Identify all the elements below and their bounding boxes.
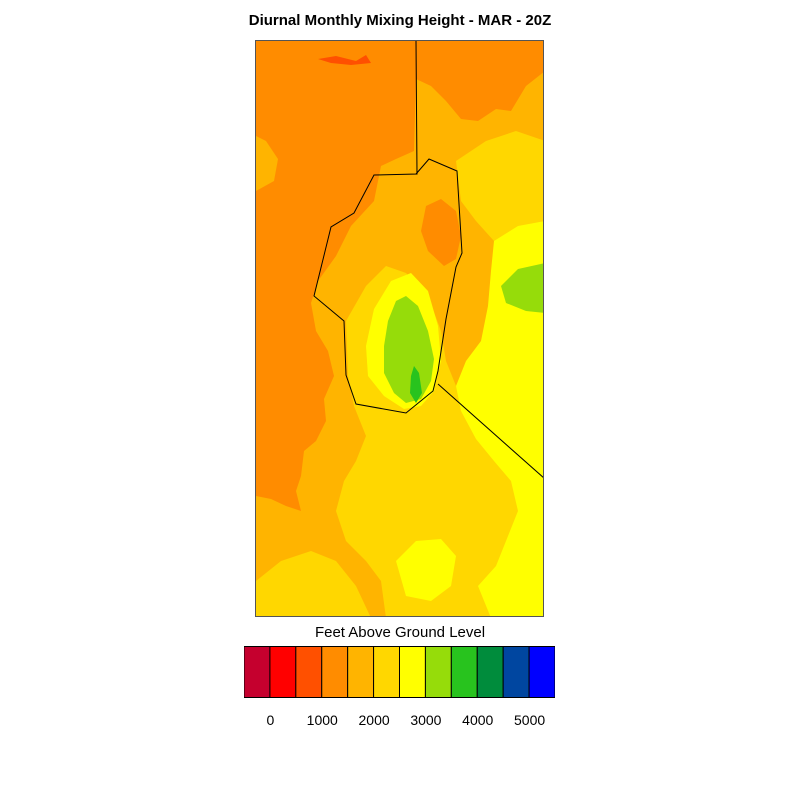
colorbar-swatch: [373, 646, 401, 698]
map-title: Diurnal Monthly Mixing Height - MAR - 20…: [248, 12, 552, 29]
contour-yellow-east: [456, 221, 543, 616]
contour-orange-west: [256, 41, 543, 511]
colorbar-swatch: [347, 646, 375, 698]
colorbar-swatch: [424, 646, 452, 698]
contour-light-orange-notch: [256, 136, 278, 191]
colorbar-swatch: [528, 646, 555, 698]
boundary-region-outline: [313, 41, 463, 414]
contour-yellow-green-center: [384, 296, 434, 403]
contour-orange-north: [416, 41, 543, 103]
contour-orange-east: [421, 199, 461, 266]
colorbar-tick-label: 4000: [462, 712, 494, 728]
contour-yellow-south: [396, 539, 456, 601]
colorbar-swatch: [450, 646, 478, 698]
colorbar-swatch: [502, 646, 530, 698]
legend-title: Feet Above Ground Level: [314, 624, 486, 641]
contour-red-orange-streak: [318, 55, 371, 65]
contour-yellow-green-east: [501, 263, 543, 313]
colorbar-swatch: [244, 646, 271, 698]
colorbar-swatch: [476, 646, 504, 698]
contour-green-core: [410, 366, 422, 403]
colorbar-swatch: [399, 646, 426, 698]
colorbar-tick-label: 2000: [358, 712, 390, 728]
colorbar-swatch: [321, 646, 349, 698]
color-bar: [244, 646, 555, 698]
colorbar-tick-label: 3000: [410, 712, 442, 728]
colorbar-tick-label: 0: [266, 712, 275, 728]
boundary-diagonal-line: [437, 383, 543, 478]
map-canvas: [256, 41, 543, 616]
colorbar-tick-label: 1000: [306, 712, 338, 728]
colorbar-swatch: [269, 646, 297, 698]
contour-gold-southwest: [256, 551, 371, 616]
mixing-height-map: [255, 40, 544, 617]
colorbar-swatch: [295, 646, 323, 698]
colorbar-tick-label: 5000: [514, 712, 546, 728]
